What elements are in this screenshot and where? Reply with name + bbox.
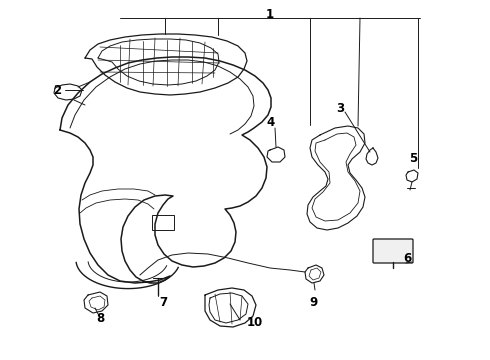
Text: 6: 6 [403,252,411,265]
Text: 10: 10 [247,315,263,328]
Text: 9: 9 [309,296,317,309]
Bar [152,215,174,230]
FancyBboxPatch shape [373,239,413,263]
Text: 5: 5 [409,152,417,165]
Text: 4: 4 [267,116,275,129]
Text: 2: 2 [53,84,61,96]
Text: 7: 7 [159,296,167,309]
Text: 3: 3 [336,102,344,114]
Text: 8: 8 [96,311,104,324]
Text: 1: 1 [266,8,274,21]
